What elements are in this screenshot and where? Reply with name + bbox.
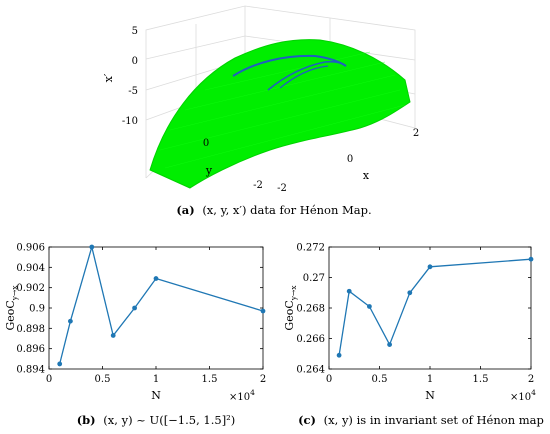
x-tick-label: 1 — [427, 374, 433, 385]
chart-3d-attractor — [232, 54, 347, 91]
chart-left-x-ticks: 0 0.5 1 1.5 2 — [46, 247, 266, 385]
y-tick-label: 0.904 — [16, 263, 45, 274]
chart-3d-surface — [149, 39, 411, 189]
data-point — [336, 352, 342, 358]
chart-left-series — [57, 244, 266, 367]
z-tick-label: 5 — [132, 26, 138, 37]
chart-right-series — [336, 256, 534, 358]
y-axis-label: y — [205, 164, 213, 177]
chart-right-y-ticks: 0.264 0.266 0.268 0.27 0.272 — [296, 243, 531, 376]
y-tick-label: 0.898 — [16, 324, 45, 335]
y-tick-label: 0.896 — [16, 344, 45, 355]
x-tick-label: 1.5 — [202, 374, 218, 385]
series-line — [59, 244, 264, 365]
chart-3d-z-ticks: 5 0 -5 -10 — [122, 26, 138, 127]
data-point — [153, 276, 159, 281]
data-point — [427, 264, 433, 270]
y-tick-label: 0.27 — [303, 273, 325, 284]
chart-right-ylabel: GeoCy→x — [283, 285, 298, 331]
x-tick-label: 0.5 — [372, 374, 388, 385]
data-point — [132, 305, 138, 311]
x-tick-label: -2 — [277, 183, 287, 194]
chart-right-x-ticks: 0 0.5 1 1.5 2 — [326, 247, 534, 385]
chart-left-ylabel: GeoCy→x — [4, 285, 19, 331]
chart-right: 0.264 0.266 0.268 0.27 0.272 0 0.5 1 1.5 2 GeoCy… — [283, 243, 536, 404]
chart-left-x-multiplier: ×104 — [229, 388, 255, 403]
data-point — [260, 308, 266, 314]
data-point — [346, 288, 352, 294]
caption-c: (c) (x, y) is in invariant set of Hénon … — [298, 413, 544, 427]
z-axis-label: x′ — [102, 73, 115, 82]
y-tick-label: 0.264 — [296, 365, 325, 376]
caption-a: (a) (x, y, x′) data for Hénon Map. — [176, 203, 371, 217]
data-point — [367, 304, 372, 309]
chart-3d-y-ticks: 0 -2 — [203, 138, 263, 191]
data-point — [57, 361, 63, 367]
data-point — [89, 244, 95, 250]
chart-right-x-multiplier: ×104 — [510, 388, 536, 403]
x-tick-label: 2 — [260, 374, 266, 385]
chart-left-frame — [48, 246, 264, 370]
y-tick-label: 0.272 — [296, 243, 325, 254]
x-tick-label: 1.5 — [473, 374, 489, 385]
x-axis-label: x — [363, 169, 370, 182]
z-tick-label: -10 — [122, 116, 138, 127]
data-point — [407, 290, 413, 296]
x-tick-label: 0.5 — [95, 374, 111, 385]
y-tick-label: 0.902 — [16, 283, 45, 294]
x-tick-label: 2 — [413, 128, 419, 139]
chart-right-xlabel: N — [425, 389, 435, 402]
data-point — [528, 256, 534, 262]
chart-3d: 5 0 -5 -10 x′ 0 -2 y -2 0 2 x — [102, 5, 419, 194]
y-tick-label: 0.906 — [16, 243, 45, 254]
caption-b: (b) (x, y) ~ U([−1.5, 1.5]²) — [77, 413, 236, 427]
y-tick-label: 0.894 — [16, 365, 45, 376]
x-tick-label: 0 — [46, 374, 52, 385]
x-tick-label: 0 — [347, 154, 353, 165]
data-point — [110, 333, 116, 338]
chart-3d-x-ticks: -2 0 2 — [277, 128, 419, 194]
data-point — [68, 318, 73, 324]
chart-3d-surface-texture — [159, 51, 406, 169]
y-tick-label: 0.266 — [296, 334, 325, 345]
z-tick-label: 0 — [132, 56, 138, 67]
y-tick-label: -2 — [253, 180, 263, 191]
z-tick-label: -5 — [128, 86, 138, 97]
y-tick-label: 0 — [203, 138, 209, 149]
y-tick-label: 0.268 — [296, 304, 325, 315]
chart-left: 0.894 0.896 0.898 0.9 0.902 0.904 0.906 0 0.5 1 1… — [4, 243, 266, 404]
x-tick-label: 0 — [326, 374, 332, 385]
data-point — [387, 342, 392, 347]
chart-left-xlabel: N — [151, 389, 161, 402]
x-tick-label: 2 — [528, 374, 534, 385]
chart-left-y-ticks: 0.894 0.896 0.898 0.9 0.902 0.904 0.906 — [16, 243, 263, 376]
y-tick-label: 0.9 — [29, 304, 45, 315]
x-tick-label: 1 — [153, 374, 159, 385]
